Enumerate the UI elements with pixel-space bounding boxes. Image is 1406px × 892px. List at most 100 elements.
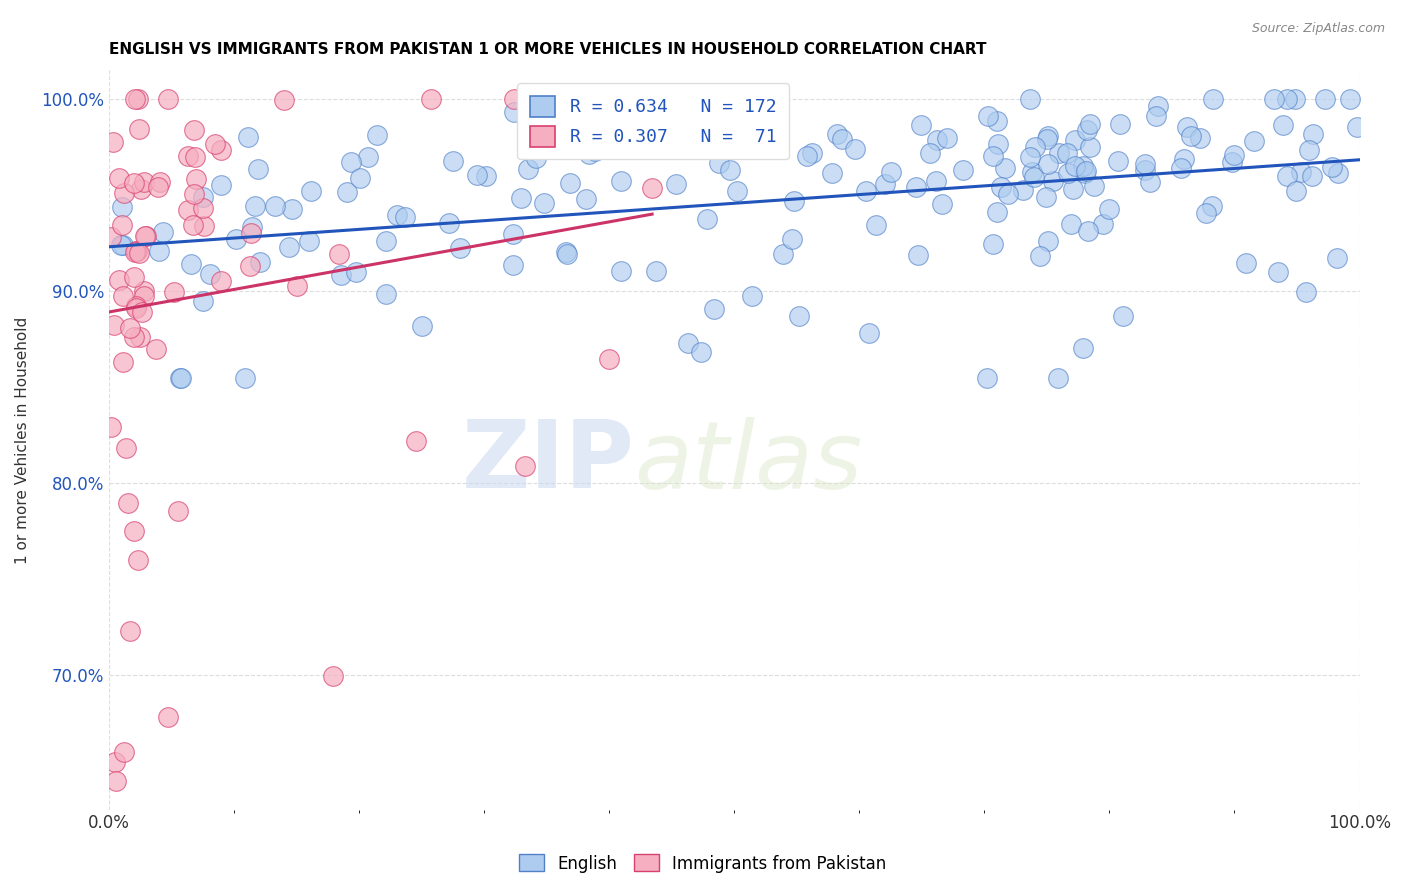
Point (1277, 169, 1299, 183)
Point (339, 155, 361, 169)
Point (1135, 163, 1157, 178)
Point (1062, 182, 1084, 196)
Point (273, 93, 295, 107)
Point (125, 244, 148, 258)
Point (780, 232, 803, 246)
Point (1223, 148, 1246, 162)
Point (533, 195, 555, 210)
Point (920, 146, 942, 161)
Point (441, 154, 464, 169)
Point (1291, 165, 1313, 179)
Point (249, 255, 271, 269)
Point (644, 264, 666, 278)
Point (578, 147, 600, 161)
Point (163, 285, 186, 299)
Point (1029, 249, 1052, 263)
Point (112, 289, 135, 303)
Point (1071, 159, 1094, 173)
Point (1267, 265, 1289, 279)
Point (374, 286, 396, 301)
Point (122, 270, 145, 285)
Text: Source: ZipAtlas.com: Source: ZipAtlas.com (1251, 22, 1385, 36)
Point (127, 553, 149, 567)
Point (502, 92, 524, 106)
Point (411, 318, 433, 333)
Point (873, 177, 896, 191)
Text: ENGLISH VS IMMIGRANTS FROM PAKISTAN 1 OR MORE VEHICLES IN HOUSEHOLD CORRELATION : ENGLISH VS IMMIGRANTS FROM PAKISTAN 1 OR… (110, 42, 987, 57)
Point (1188, 131, 1211, 145)
Point (1047, 146, 1070, 161)
Point (844, 142, 866, 156)
Point (124, 92, 146, 106)
Point (689, 345, 711, 359)
Point (183, 186, 205, 201)
Point (981, 149, 1004, 163)
Point (952, 162, 974, 177)
Point (128, 121, 150, 136)
Point (609, 264, 631, 278)
Point (772, 246, 794, 260)
Point (574, 192, 596, 206)
Point (865, 218, 887, 232)
Point (610, 174, 633, 188)
Point (120, 321, 142, 335)
Point (858, 326, 880, 340)
Point (299, 185, 322, 199)
Point (855, 184, 877, 198)
Point (103, 318, 125, 332)
Point (1109, 117, 1132, 131)
Point (103, 135, 125, 149)
Point (1071, 341, 1094, 355)
Point (997, 186, 1019, 201)
Point (977, 109, 1000, 123)
Point (149, 175, 172, 189)
Point (132, 289, 155, 303)
Point (115, 441, 138, 455)
Point (516, 161, 538, 176)
Point (1064, 159, 1087, 173)
Point (128, 245, 150, 260)
Point (665, 178, 688, 192)
Point (439, 216, 461, 230)
Point (132, 284, 155, 298)
Point (787, 309, 810, 323)
Point (990, 180, 1012, 194)
Point (502, 227, 524, 241)
Point (177, 202, 200, 217)
Point (225, 231, 247, 245)
Point (330, 268, 353, 282)
Point (336, 185, 359, 199)
Point (349, 170, 371, 185)
Legend: R = 0.634   N = 172, R = 0.307   N =  71: R = 0.634 N = 172, R = 0.307 N = 71 (517, 83, 789, 159)
Point (987, 136, 1010, 151)
Point (825, 127, 848, 141)
Point (281, 202, 304, 216)
Point (1173, 152, 1195, 166)
Point (193, 219, 215, 234)
Point (180, 258, 202, 272)
Point (524, 151, 547, 165)
Point (509, 191, 531, 205)
Point (515, 459, 537, 474)
Point (169, 370, 191, 384)
Point (118, 624, 141, 638)
Point (209, 275, 232, 289)
Point (981, 237, 1004, 252)
Point (1021, 165, 1043, 179)
Point (110, 238, 132, 252)
Point (148, 180, 170, 194)
Point (610, 130, 633, 145)
Point (134, 228, 156, 243)
Point (1036, 157, 1059, 171)
Point (357, 150, 380, 164)
Point (1018, 92, 1040, 106)
Point (125, 244, 148, 258)
Point (112, 354, 135, 368)
Point (1346, 120, 1368, 134)
Point (183, 218, 205, 232)
Point (278, 240, 301, 254)
Point (449, 241, 471, 255)
Point (1091, 217, 1114, 231)
Point (554, 244, 576, 259)
Point (104, 755, 127, 769)
